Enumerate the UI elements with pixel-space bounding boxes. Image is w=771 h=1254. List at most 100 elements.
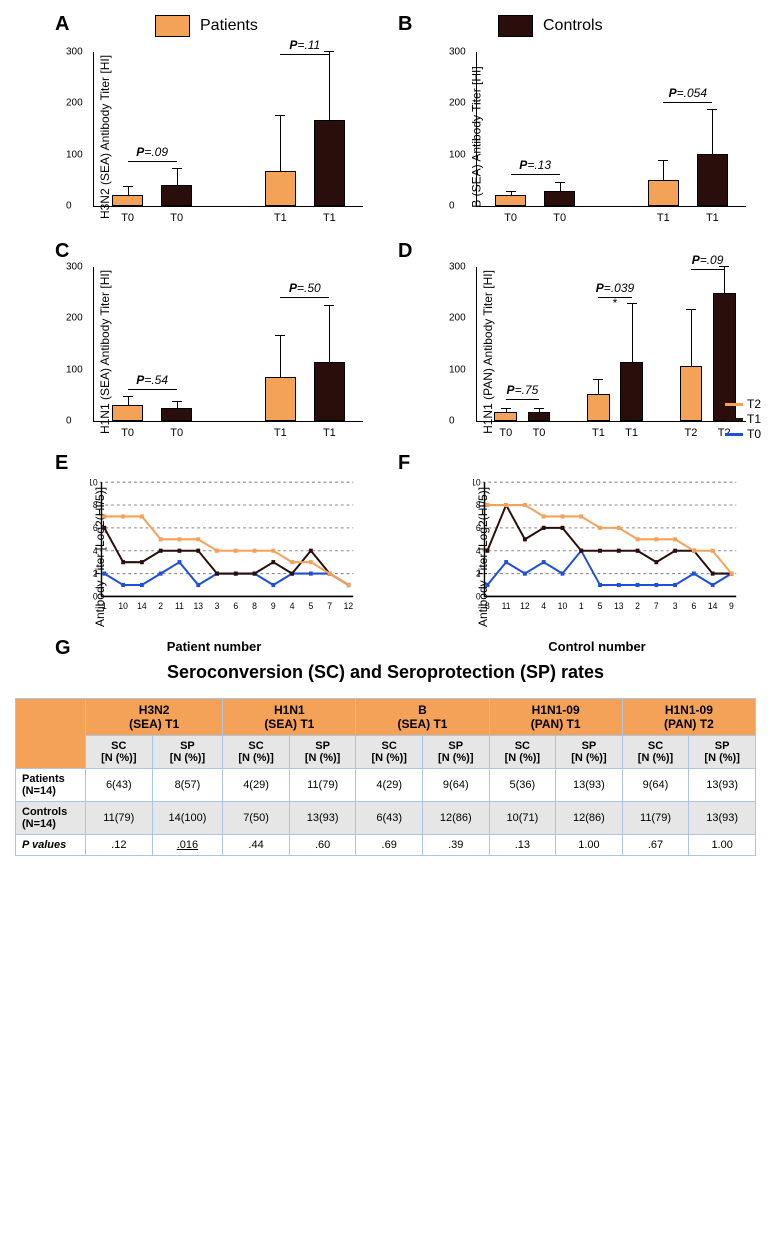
- legend-text-patients: Patients: [200, 17, 258, 35]
- panel-b: B Controls B (SEA) Antibody Titer [HI] 0…: [398, 15, 756, 232]
- panel-d: D H1N1 (PAN) Antibody Titer [HI] 0100200…: [398, 242, 756, 447]
- table-cell: .13: [489, 835, 556, 856]
- table-sub-header: SP[N (%)]: [689, 736, 756, 769]
- table-section: Seroconversion (SC) and Seroprotection (…: [15, 662, 756, 856]
- table-cell: 9(64): [422, 769, 489, 802]
- table-cell: 13(93): [689, 802, 756, 835]
- table-sub-header: SP[N (%)]: [422, 736, 489, 769]
- svg-text:11: 11: [502, 601, 511, 611]
- svg-text:5: 5: [308, 601, 313, 611]
- bar: [620, 362, 643, 421]
- svg-text:0: 0: [93, 591, 98, 601]
- legend-t0: T0: [747, 427, 761, 441]
- table-cell: 1.00: [556, 835, 623, 856]
- table-sub-header: SC[N (%)]: [86, 736, 153, 769]
- table-cell: 8(57): [152, 769, 223, 802]
- legend-controls: B Controls: [468, 15, 756, 37]
- svg-text:6: 6: [691, 601, 696, 611]
- table-cell: .67: [622, 835, 689, 856]
- legend-t2: T2: [747, 397, 761, 411]
- table-sub-header: SC[N (%)]: [489, 736, 556, 769]
- chart-b: B (SEA) Antibody Titer [HI] 0100200300T0…: [448, 42, 746, 232]
- table-group-header: H1N1-09(PAN) T1: [489, 699, 622, 736]
- bar: [161, 408, 192, 421]
- table-cell: 11(79): [622, 802, 689, 835]
- table-cell: 5(36): [489, 769, 556, 802]
- chart-a: H3N2 (SEA) Antibody Titer [HI] 010020030…: [65, 42, 363, 232]
- table-cell: 10(71): [489, 802, 556, 835]
- svg-text:9: 9: [729, 601, 734, 611]
- table-row-label: Controls(N=14): [16, 802, 86, 835]
- panel-label-f: F: [398, 452, 410, 475]
- table-cell: 9(64): [622, 769, 689, 802]
- table-cell: .39: [422, 835, 489, 856]
- bar: [112, 195, 143, 206]
- table-cell: 13(93): [289, 802, 356, 835]
- chart-f: Antibody Titer [Log2(HI/5)] 024681081112…: [448, 472, 746, 642]
- bar: [314, 362, 345, 421]
- legend-patients: A Patients: [85, 15, 373, 37]
- table-cell: 4(29): [223, 769, 290, 802]
- svg-text:9: 9: [271, 601, 276, 611]
- xlabel-e: Patient number: [167, 639, 262, 654]
- table-group-header: H3N2(SEA) T1: [86, 699, 223, 736]
- bar: [587, 394, 610, 421]
- svg-text:14: 14: [708, 601, 718, 611]
- table-cell: .44: [223, 835, 290, 856]
- table-cell: 11(79): [86, 802, 153, 835]
- bar: [112, 405, 143, 421]
- svg-text:10: 10: [90, 477, 98, 487]
- svg-text:8: 8: [476, 500, 481, 510]
- svg-text:13: 13: [614, 601, 624, 611]
- legend-t1: T1: [747, 412, 761, 426]
- table-cell: 4(29): [356, 769, 423, 802]
- bar: [648, 180, 679, 206]
- svg-text:12: 12: [520, 601, 530, 611]
- table-cell: 6(43): [356, 802, 423, 835]
- svg-text:6: 6: [233, 601, 238, 611]
- bar: [161, 185, 192, 206]
- svg-text:6: 6: [476, 523, 481, 533]
- svg-text:4: 4: [93, 546, 98, 556]
- svg-text:14: 14: [137, 601, 147, 611]
- panel-label-d: D: [398, 240, 412, 263]
- svg-text:1: 1: [102, 601, 107, 611]
- table-title: Seroconversion (SC) and Seroprotection (…: [15, 662, 756, 683]
- panel-e: E Antibody Titer [Log2(HI/5)] 0246810110…: [15, 457, 373, 642]
- bar: [544, 191, 575, 206]
- svg-text:2: 2: [476, 568, 481, 578]
- panel-c: C H1N1 (SEA) Antibody Titer [HI] 0100200…: [15, 242, 373, 447]
- table-cell: 14(100): [152, 802, 223, 835]
- chart-c: H1N1 (SEA) Antibody Titer [HI] 010020030…: [65, 257, 363, 447]
- table-group-header: H1N1(SEA) T1: [223, 699, 356, 736]
- panel-a: A Patients H3N2 (SEA) Antibody Titer [HI…: [15, 15, 373, 232]
- data-table: H3N2(SEA) T1H1N1(SEA) T1B(SEA) T1H1N1-09…: [15, 698, 756, 856]
- xlabel-f: Control number: [548, 639, 646, 654]
- bar: [495, 195, 526, 206]
- svg-text:4: 4: [541, 601, 546, 611]
- table-sub-header: SP[N (%)]: [289, 736, 356, 769]
- bar: [314, 120, 345, 206]
- bar: [265, 377, 296, 421]
- svg-text:2: 2: [93, 568, 98, 578]
- bar: [265, 171, 296, 206]
- swatch-controls: [498, 15, 533, 37]
- svg-text:7: 7: [327, 601, 332, 611]
- table-cell: 12(86): [422, 802, 489, 835]
- figure-grid: A Patients H3N2 (SEA) Antibody Titer [HI…: [15, 15, 756, 642]
- svg-text:10: 10: [118, 601, 128, 611]
- table-cell: 13(93): [556, 769, 623, 802]
- chart-d: H1N1 (PAN) Antibody Titer [HI] 010020030…: [448, 257, 746, 447]
- chart-e: Antibody Titer [Log2(HI/5)] 024681011014…: [65, 472, 363, 642]
- table-cell: 6(43): [86, 769, 153, 802]
- svg-text:2: 2: [635, 601, 640, 611]
- bar: [528, 412, 551, 421]
- bar: [697, 154, 728, 206]
- svg-text:6: 6: [93, 523, 98, 533]
- svg-text:13: 13: [193, 601, 203, 611]
- svg-text:8: 8: [485, 601, 490, 611]
- svg-text:12: 12: [344, 601, 354, 611]
- table-cell: 1.00: [689, 835, 756, 856]
- table-cell: .016: [152, 835, 223, 856]
- table-cell: .60: [289, 835, 356, 856]
